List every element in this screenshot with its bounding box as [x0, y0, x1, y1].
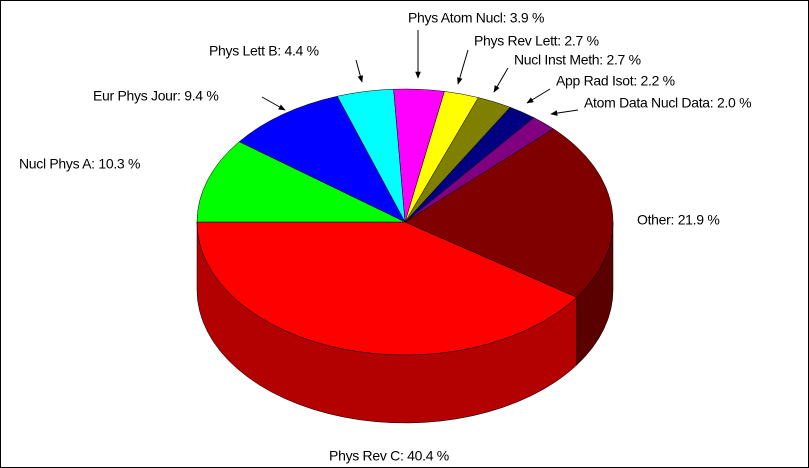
slice-label: App Rad Isot: 2.2 %: [556, 73, 675, 89]
slice-label: Phys Atom Nucl: 3.9 %: [408, 10, 544, 26]
slice-label: Eur Phys Jour: 9.4 %: [93, 88, 219, 104]
leader-arrow: [261, 96, 286, 111]
leader-arrow: [355, 59, 364, 83]
slice: [196, 221, 578, 356]
slice: [238, 95, 406, 223]
slice-label: Other: 21.9 %: [637, 212, 719, 228]
slice-label: Atom Data Nucl Data: 2.0 %: [584, 95, 751, 111]
slice-label: Phys Rev Lett: 2.7 %: [474, 33, 599, 49]
slice-label: Nucl Inst Meth: 2.7 %: [514, 52, 641, 68]
leader-arrow: [493, 67, 509, 93]
slice-label: Nucl Phys A: 10.3 %: [19, 156, 140, 172]
slice-label: Phys Lett B: 4.4 %: [209, 43, 319, 59]
leader-arrow: [526, 88, 551, 104]
leader-arrow: [550, 109, 579, 116]
slice: [196, 141, 406, 223]
slice-label: Phys Rev C: 40.4 %: [329, 448, 449, 464]
leader-arrow: [457, 49, 469, 85]
slice: [404, 128, 614, 298]
